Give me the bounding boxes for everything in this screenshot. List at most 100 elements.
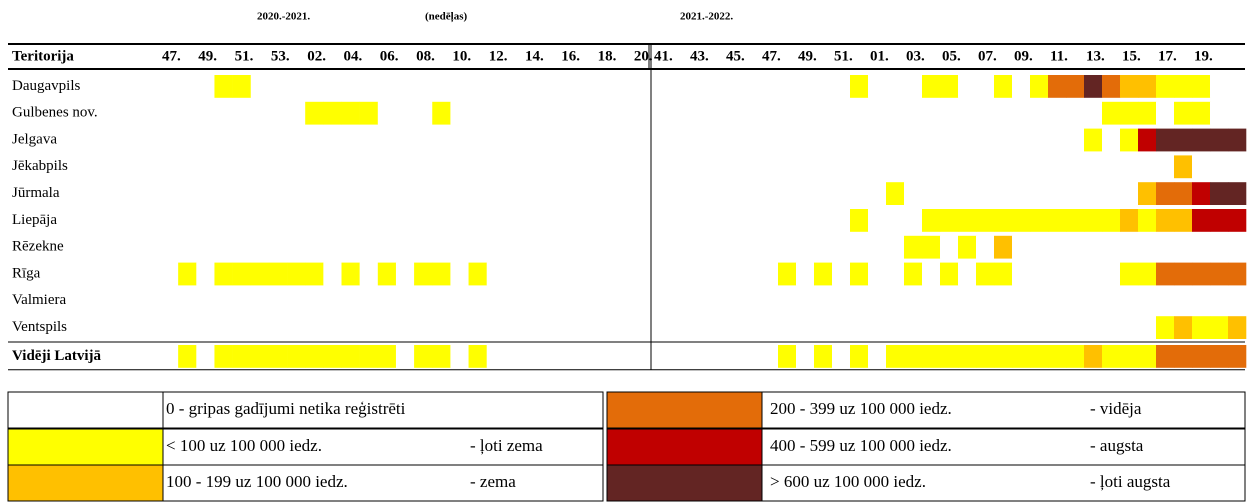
heat-cell (706, 128, 725, 152)
heat-cell (922, 345, 941, 368)
heat-cell (1084, 182, 1103, 205)
heat-cell (742, 345, 761, 368)
heat-cell (305, 209, 324, 232)
heat-cell (305, 75, 324, 98)
row-header: Teritorija (12, 48, 74, 64)
heat-cell (1066, 345, 1085, 368)
heat-cell (359, 101, 379, 125)
legend-swatch (606, 391, 763, 429)
heat-cell (958, 209, 977, 232)
heat-cell (395, 289, 415, 313)
heat-cell (631, 75, 651, 98)
heat-cell (1174, 345, 1193, 368)
heat-cell (414, 289, 433, 313)
season-right: 2021.-2022. (680, 11, 733, 23)
heat-cell (432, 128, 451, 152)
heat-cell (688, 155, 707, 179)
legend-swatch (7, 428, 164, 466)
heat-cell (432, 235, 451, 259)
heat-cell (868, 209, 887, 232)
heat-cell (922, 235, 941, 259)
heat-cell (688, 75, 707, 98)
heat-cell (832, 182, 851, 205)
heat-cell (232, 262, 252, 286)
heat-cell (577, 289, 596, 313)
heat-cell (196, 316, 215, 339)
heat-cell (832, 75, 851, 98)
heat-cell (523, 101, 542, 125)
heat-cell (670, 101, 689, 125)
heat-cell (904, 101, 923, 125)
heat-cell (886, 289, 905, 313)
heat-cell (778, 75, 797, 98)
heat-cell (160, 262, 179, 286)
heat-cell (976, 155, 995, 179)
heat-cell (976, 316, 995, 339)
heat-cell (523, 182, 542, 205)
row-label: Daugavpils (12, 78, 80, 94)
heat-cell (1138, 75, 1157, 98)
heat-cell (904, 128, 923, 152)
heat-cell (1138, 209, 1157, 232)
heat-cell (595, 235, 615, 259)
heat-cell (523, 289, 542, 313)
heat-cell (305, 316, 324, 339)
legend-level: - ļoti augsta (1090, 472, 1171, 491)
heat-cell (1228, 155, 1247, 179)
heat-cell (486, 316, 506, 339)
heat-cell (305, 155, 324, 179)
heat-cell (287, 182, 306, 205)
heat-cell (868, 182, 887, 205)
heat-cell (613, 75, 633, 98)
heat-cell (724, 289, 743, 313)
heat-cell (760, 289, 779, 313)
heat-cell (595, 155, 615, 179)
heat-cell (832, 289, 851, 313)
heat-cell (688, 289, 707, 313)
heat-cell (559, 75, 578, 98)
heat-cell (886, 155, 905, 179)
heat-cell (287, 262, 306, 286)
heat-cell (868, 101, 887, 125)
heat-cell (1156, 209, 1175, 232)
heat-cell (1156, 101, 1175, 125)
heat-cell (1102, 128, 1121, 152)
heat-cell (652, 101, 671, 125)
heat-cell (1210, 289, 1229, 313)
heat-cell (1030, 128, 1049, 152)
heat-cell (1228, 209, 1247, 232)
heat-cell (577, 75, 596, 98)
heat-cell (486, 289, 506, 313)
heat-cell (706, 209, 725, 232)
heat-cell (994, 289, 1013, 313)
week-label: 06. (380, 48, 399, 64)
heat-cell (1174, 235, 1193, 259)
heat-cell (450, 209, 469, 232)
heat-cell (688, 345, 707, 368)
heat-cell (994, 316, 1013, 339)
heat-cell (1228, 75, 1247, 98)
heat-cell (541, 128, 560, 152)
heat-cell (1120, 235, 1139, 259)
heat-cell (724, 235, 743, 259)
heat-cell (1066, 316, 1085, 339)
heat-cell (1174, 155, 1193, 179)
heat-cell (323, 182, 342, 205)
heat-cell (868, 316, 887, 339)
heat-cell (305, 128, 324, 152)
heat-cell (613, 101, 633, 125)
heat-cell (724, 345, 743, 368)
heat-cell (814, 209, 833, 232)
heat-cell (377, 289, 397, 313)
row-label: Valmiera (12, 292, 66, 308)
heat-cell (724, 182, 743, 205)
heat-cell (250, 316, 270, 339)
heat-cell (323, 75, 342, 98)
heat-cell (724, 128, 743, 152)
heat-cell (922, 101, 941, 125)
heat-cell (760, 345, 779, 368)
heat-cell (214, 101, 233, 125)
heat-cell (160, 155, 179, 179)
heat-cell (1066, 128, 1085, 152)
heat-cell (250, 155, 270, 179)
